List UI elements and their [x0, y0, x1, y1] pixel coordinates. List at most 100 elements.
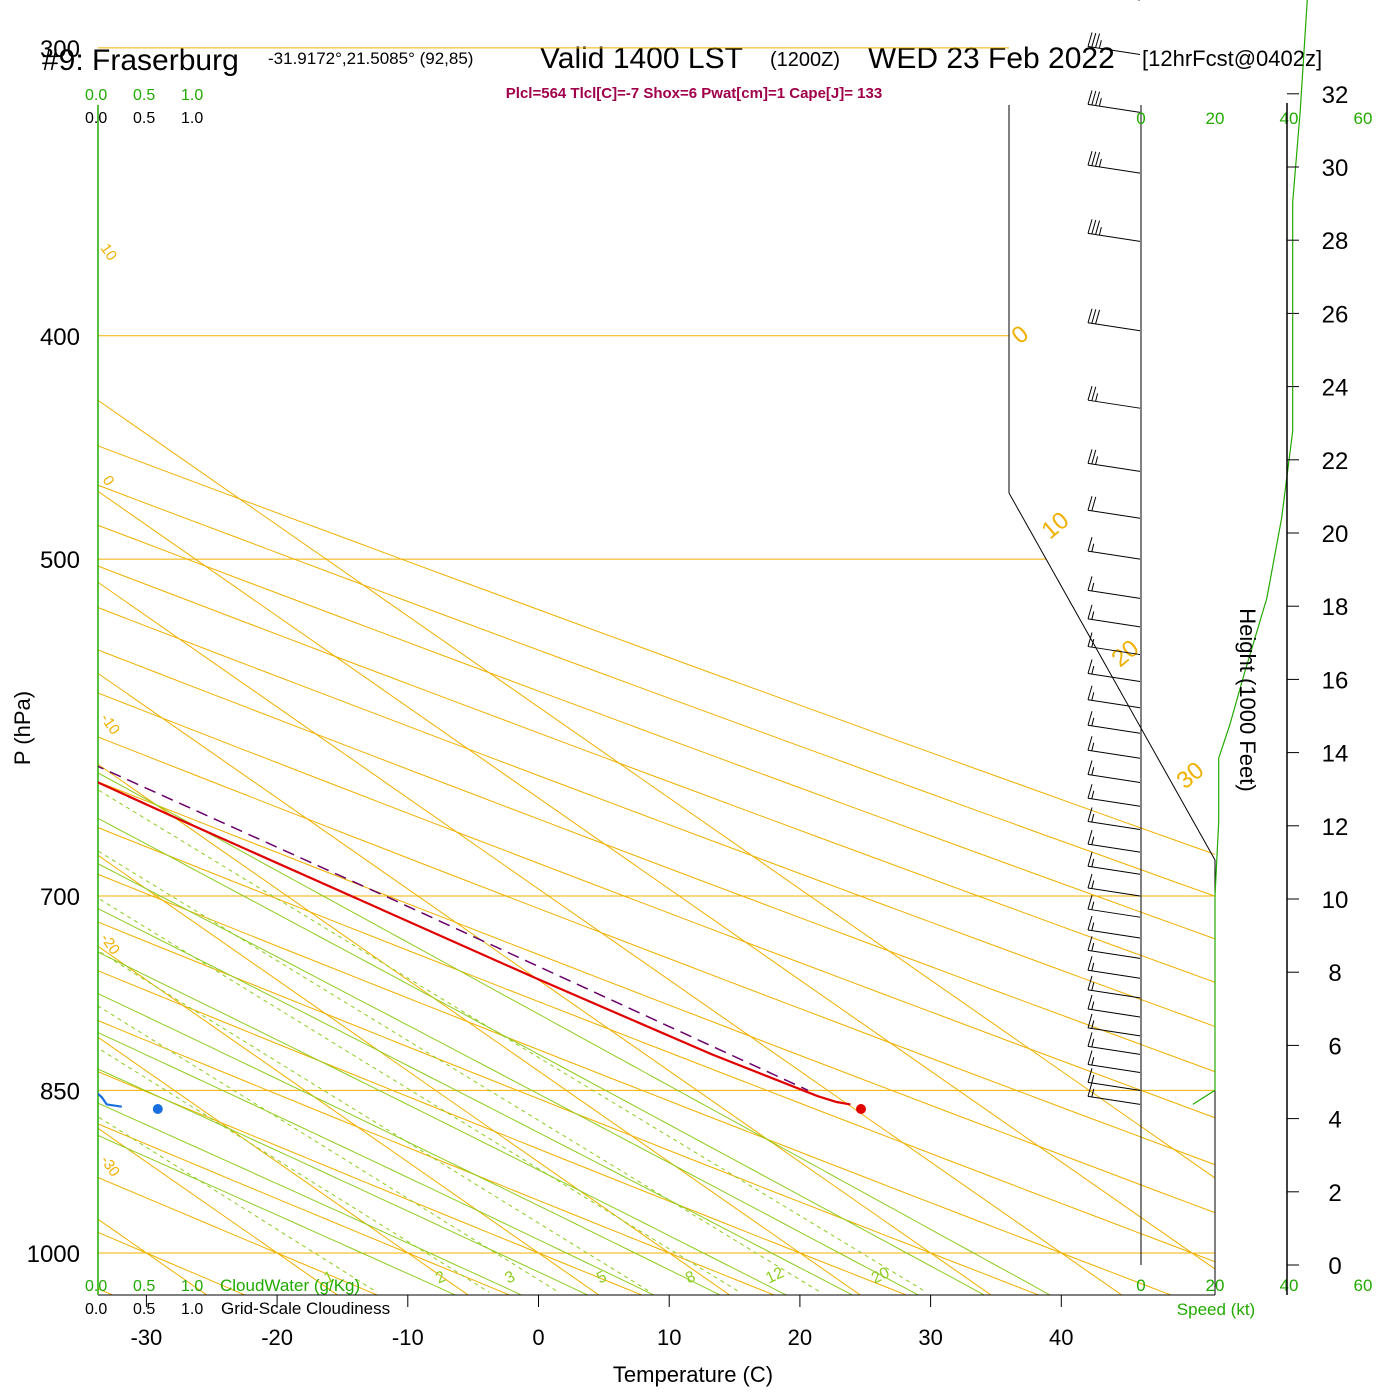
- height-tick-label: 12: [1322, 814, 1349, 841]
- barb-full: [1087, 219, 1093, 234]
- barb-staff: [1087, 399, 1141, 409]
- barb-staff: [1087, 724, 1141, 734]
- wind-barb: [1087, 1013, 1141, 1037]
- height-tick-label: 16: [1322, 667, 1349, 694]
- barb-half: [1091, 717, 1095, 726]
- dry-adiabat-line: [98, 484, 1215, 897]
- dry-adiabat-label: -10: [97, 711, 123, 739]
- y-axis-title: P (hPa): [10, 691, 35, 765]
- barb-half: [1091, 1074, 1095, 1084]
- height-axis-title: Height (1000 Feet): [1235, 608, 1260, 791]
- barb-full: [1087, 936, 1093, 951]
- wind-barb: [1087, 219, 1141, 242]
- parcel-path: [98, 765, 809, 1091]
- barb-full: [1087, 736, 1093, 751]
- barb-full: [1087, 150, 1093, 166]
- speed-tick-label: 60: [1354, 109, 1373, 128]
- wind-barb: [1087, 1032, 1141, 1055]
- barb-half: [1091, 790, 1095, 799]
- barb-full: [1087, 659, 1093, 674]
- mixing-ratio-line: [98, 1047, 490, 1293]
- dry-adiabat-label: 30: [1172, 757, 1210, 795]
- barb-staff: [1087, 1008, 1141, 1018]
- speed-tick-label: 40: [1280, 1276, 1299, 1295]
- barb-full: [1087, 1050, 1093, 1065]
- barb-full: [1087, 308, 1093, 323]
- x-tick-label: 30: [918, 1325, 942, 1350]
- barb-full: [1087, 915, 1093, 931]
- mixing-ratio-line: [98, 850, 821, 1293]
- x-tick-label: 20: [788, 1325, 812, 1350]
- isotherm-line: [98, 399, 1215, 1179]
- mixing-ratio-label: 20: [869, 1264, 892, 1287]
- height-tick-label: 20: [1322, 521, 1349, 548]
- dry-adiabat-line: [98, 649, 1215, 1073]
- barb-staff: [1087, 969, 1141, 979]
- height-tick-label: 32: [1322, 82, 1349, 109]
- dry-adiabat-line: [98, 524, 1215, 940]
- barb-full: [1087, 632, 1093, 647]
- dry-adiabat-label: -30: [97, 1153, 123, 1181]
- wind-barb: [1087, 784, 1141, 807]
- moist-adiabat-line: [98, 1102, 523, 1295]
- barb-full: [1087, 784, 1093, 799]
- barb-half: [1091, 692, 1095, 701]
- wind-barb: [1087, 1082, 1141, 1105]
- isotherm-line: [98, 672, 992, 1295]
- barb-half: [1091, 922, 1095, 931]
- barb-staff: [1087, 843, 1141, 853]
- barb-half: [1091, 901, 1095, 910]
- barb-full: [1087, 537, 1093, 552]
- wind-barb: [1087, 807, 1141, 830]
- isotherm-line: [98, 854, 731, 1295]
- barb-full: [1087, 90, 1093, 105]
- mixing-ratio-label: 3: [502, 1268, 517, 1287]
- barb-full: [1087, 852, 1093, 867]
- valid-time: Valid 1400 LST: [540, 42, 743, 75]
- barb-half: [1098, 227, 1102, 236]
- barb-half: [1091, 1020, 1095, 1029]
- wind-barb: [1087, 604, 1141, 628]
- barb-half: [1091, 813, 1095, 823]
- speed-tick-label: 40: [1280, 109, 1299, 128]
- barb-full: [1091, 151, 1097, 166]
- barb-full: [1091, 386, 1097, 401]
- barb-half: [1091, 858, 1095, 867]
- thermo-background-lines: [0, 0, 1215, 1311]
- moist-adiabat-line: [98, 908, 854, 1295]
- barb-full: [1087, 496, 1093, 511]
- cloud-scale-label: 1.0: [181, 87, 203, 104]
- wind-barb: [1087, 711, 1141, 734]
- barb-full: [1087, 576, 1093, 591]
- dry-adiabat-line: [98, 445, 1215, 855]
- height-tick-label: 0: [1328, 1253, 1341, 1280]
- barb-staff: [1087, 949, 1141, 959]
- temperature-profile: [98, 781, 851, 1106]
- barb-half: [1091, 1001, 1095, 1010]
- plot-frame: [98, 105, 1216, 1296]
- speed-tick-label: 20: [1206, 109, 1225, 128]
- height-tick-label: 8: [1328, 960, 1341, 987]
- wind-barb: [1087, 852, 1141, 875]
- cloud-scale-label: 0.5: [133, 1301, 155, 1318]
- height-tick-label: 10: [1322, 887, 1349, 914]
- barb-staff: [1087, 887, 1141, 897]
- barb-half: [1091, 836, 1095, 845]
- height-tick-label: 14: [1322, 741, 1349, 768]
- wind-barb: [1087, 632, 1141, 656]
- barb-staff: [1087, 749, 1141, 759]
- barb-full: [1087, 1032, 1093, 1047]
- isotherm-line: [0, 0, 100, 1311]
- dry-adiabat-label: 10: [97, 241, 120, 264]
- barb-half: [1091, 880, 1095, 889]
- wind-barb: [1087, 685, 1141, 709]
- forecast-info: [12hrFcst@0402z]: [1142, 46, 1322, 71]
- moist-adiabat-line: [98, 817, 986, 1295]
- barb-half: [1091, 582, 1095, 592]
- wind-barb: [1087, 308, 1141, 332]
- isotherm-line: [98, 945, 600, 1295]
- barb-full: [1091, 32, 1097, 48]
- barb-staff: [1087, 322, 1141, 332]
- height-tick-label: 18: [1322, 594, 1349, 621]
